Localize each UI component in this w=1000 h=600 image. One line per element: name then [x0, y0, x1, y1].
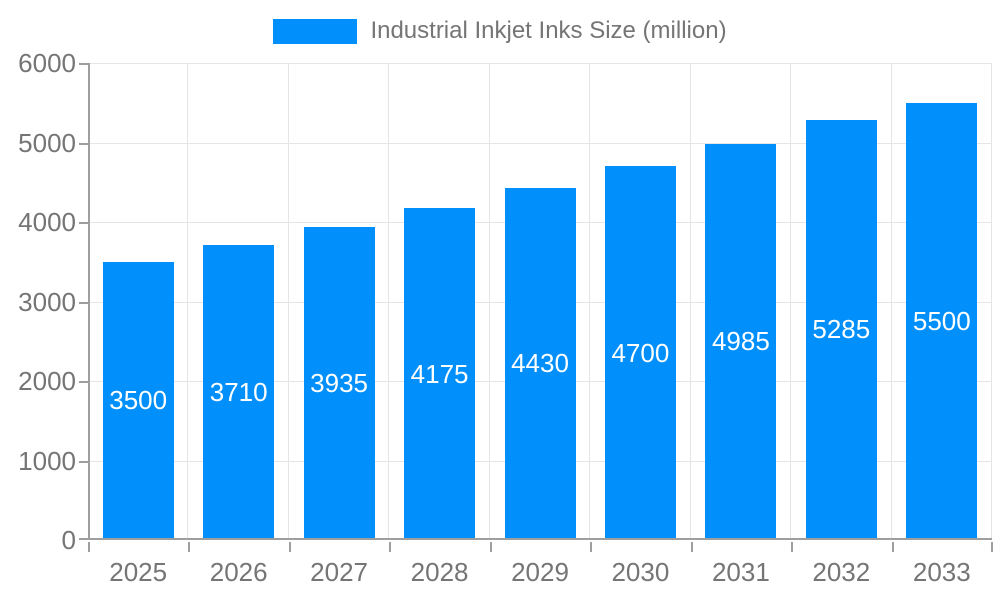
bar[interactable]: 3935	[303, 227, 375, 540]
x-axis-tick-label: 2030	[611, 557, 670, 587]
bar-value-label: 3500	[109, 385, 168, 416]
y-axis-tick-label: 3000	[18, 286, 76, 317]
bar[interactable]: 4985	[705, 143, 777, 540]
x-axis-tick-label: 2033	[912, 557, 971, 587]
y-axis-tick-label: 1000	[18, 445, 76, 476]
y-axis-tick	[79, 63, 88, 65]
v-gridline	[991, 63, 992, 540]
x-axis-tick-label: 2028	[410, 557, 469, 587]
y-axis-tick-label: 6000	[18, 48, 76, 78]
y-axis-tick-label: 0	[61, 525, 76, 555]
bar[interactable]: 5285	[805, 119, 877, 540]
y-axis-tick	[79, 460, 88, 463]
bar[interactable]: 3710	[203, 245, 275, 540]
x-axis-tick	[88, 542, 90, 552]
bar-value-label: 5285	[812, 314, 871, 345]
bar-value-label: 4175	[410, 358, 469, 389]
x-axis-tick-label: 2031	[711, 557, 770, 587]
legend-label: Industrial Inkjet Inks Size (million)	[370, 17, 727, 44]
bar[interactable]: 3500	[102, 261, 174, 541]
x-axis-tick	[690, 542, 693, 552]
bar-value-label: 3710	[209, 377, 268, 408]
h-gridline	[88, 142, 992, 144]
y-axis-tick	[79, 222, 88, 224]
x-axis-tick-label: 2032	[812, 557, 871, 587]
bar[interactable]: 5500	[906, 102, 978, 541]
x-axis-tick	[991, 542, 993, 552]
bar-value-label: 3935	[310, 368, 369, 399]
v-gridline	[689, 63, 691, 540]
bar-value-label: 4430	[511, 348, 569, 379]
x-axis-tick	[288, 542, 291, 552]
x-axis-tick-label: 2025	[109, 557, 168, 587]
x-axis-tick	[389, 542, 392, 552]
bar[interactable]: 4175	[404, 208, 476, 540]
legend-item[interactable]: Industrial Inkjet Inks Size (million)	[0, 17, 1000, 45]
y-axis-line	[88, 63, 90, 540]
v-gridline	[388, 63, 390, 540]
bar[interactable]: 4430	[504, 187, 576, 540]
y-axis-tick-label: 5000	[18, 127, 76, 158]
y-axis-tick	[79, 538, 88, 540]
x-axis-tick-label: 2026	[209, 557, 268, 587]
plot-area: 3500 3710 3935 4175 4430 4700 4985 5285 5500	[79, 63, 993, 552]
x-axis-tick	[791, 542, 794, 552]
y-axis-tick-label: 2000	[18, 366, 76, 396]
v-gridline	[890, 63, 892, 540]
x-axis-tick	[891, 542, 894, 552]
x-axis-tick-label: 2027	[310, 557, 369, 587]
v-gridline	[287, 63, 289, 540]
x-axis-tick-label: 2029	[511, 557, 569, 587]
v-gridline	[790, 63, 792, 540]
x-axis-tick	[188, 542, 191, 552]
bar-value-label: 5500	[912, 305, 971, 336]
x-axis-tick	[489, 542, 492, 552]
y-axis-tick	[79, 142, 88, 145]
x-axis-tick	[590, 542, 593, 552]
y-axis-tick-label: 4000	[18, 207, 76, 237]
y-axis-tick	[79, 301, 88, 304]
v-gridline	[589, 63, 591, 540]
v-gridline	[488, 63, 490, 540]
legend-swatch	[273, 18, 358, 44]
h-gridline	[88, 63, 992, 64]
y-axis-tick	[79, 381, 88, 383]
bar-value-label: 4700	[611, 337, 670, 368]
x-axis-line	[88, 538, 992, 540]
v-gridline	[187, 63, 189, 540]
bar[interactable]: 4700	[604, 166, 676, 540]
bar-value-label: 4985	[711, 326, 770, 357]
